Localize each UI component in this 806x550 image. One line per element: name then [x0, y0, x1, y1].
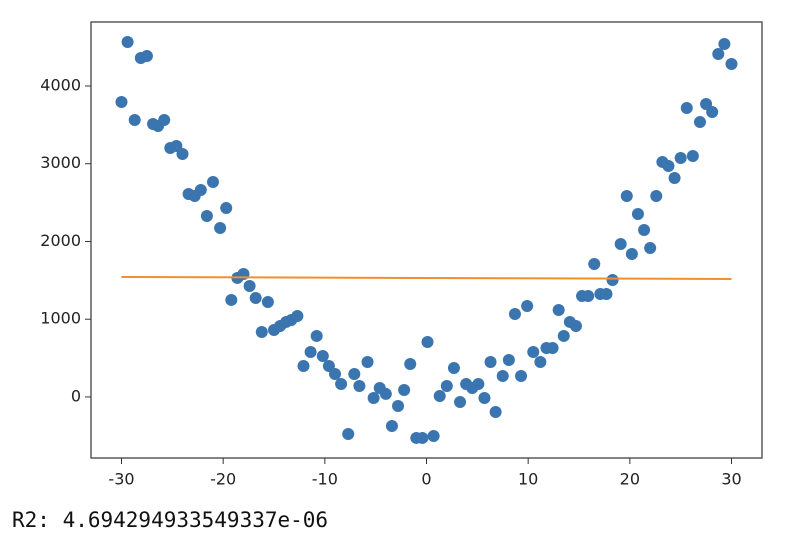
point — [582, 289, 595, 302]
point — [249, 291, 262, 304]
point — [650, 189, 663, 202]
x-tick-label: -30 — [108, 470, 134, 489]
point — [600, 287, 613, 300]
point — [557, 329, 570, 342]
point — [316, 349, 329, 362]
point — [385, 419, 398, 432]
point — [214, 221, 227, 234]
point — [348, 367, 361, 380]
point — [454, 395, 467, 408]
point — [546, 341, 559, 354]
point — [335, 377, 348, 390]
point — [291, 309, 304, 322]
x-tick-label: 20 — [620, 470, 640, 489]
point — [255, 325, 268, 338]
y-tick-label: 1000 — [40, 309, 81, 328]
point — [496, 369, 509, 382]
point — [534, 355, 547, 368]
point — [392, 399, 405, 412]
point — [297, 359, 310, 372]
y-tick-label: 4000 — [40, 75, 81, 94]
point — [718, 38, 731, 51]
x-tick-label: -20 — [210, 470, 236, 489]
point — [379, 387, 392, 400]
point — [502, 353, 515, 366]
point — [712, 47, 725, 60]
point — [521, 300, 534, 313]
point — [552, 303, 565, 316]
point — [680, 101, 693, 114]
point — [115, 96, 128, 109]
point — [200, 209, 213, 222]
point — [569, 319, 582, 332]
point — [121, 35, 134, 48]
x-tick-label: 0 — [421, 470, 431, 489]
point — [644, 242, 657, 255]
y-tick-label: 3000 — [40, 153, 81, 172]
point — [176, 148, 189, 161]
point — [220, 201, 233, 214]
point — [243, 279, 256, 292]
output-text: R2: 4.694294933549337e-06 — [12, 508, 329, 532]
chart: -30 -20 -10 0 10 20 30 0 1000 2000 3000 4000 — [40, 21, 763, 489]
point — [427, 429, 440, 442]
point — [310, 329, 323, 342]
point — [686, 149, 699, 162]
point — [361, 355, 374, 368]
point — [304, 345, 317, 358]
point — [508, 308, 521, 321]
point — [367, 391, 380, 404]
point — [440, 380, 453, 393]
point — [614, 237, 627, 250]
point — [662, 159, 675, 172]
point — [478, 391, 491, 404]
x-tick-label: -10 — [312, 470, 338, 489]
x-tick-label: 10 — [518, 470, 538, 489]
point — [668, 171, 681, 184]
point — [484, 355, 497, 368]
point — [404, 358, 417, 371]
point — [194, 184, 207, 197]
point — [588, 257, 601, 270]
x-tick-label: 30 — [721, 470, 741, 489]
point — [527, 345, 540, 358]
point — [620, 189, 633, 202]
point — [447, 361, 460, 374]
point — [638, 223, 651, 236]
point — [472, 377, 485, 390]
point — [416, 431, 429, 444]
point — [421, 336, 434, 349]
point — [433, 389, 446, 402]
point — [625, 247, 638, 260]
point — [128, 113, 141, 126]
point — [674, 151, 687, 164]
point — [515, 369, 528, 382]
point — [693, 115, 706, 128]
point — [207, 176, 219, 189]
point — [398, 383, 411, 396]
y-tick-label: 0 — [71, 386, 81, 405]
point — [225, 293, 238, 306]
point — [329, 367, 341, 380]
fit-line — [121, 276, 732, 280]
axes-frame — [90, 21, 763, 459]
point — [606, 273, 619, 286]
point — [342, 427, 355, 440]
point — [158, 113, 171, 126]
point — [631, 207, 644, 220]
point — [725, 57, 738, 70]
point — [261, 295, 274, 308]
y-tick-label: 2000 — [40, 231, 81, 250]
point — [353, 380, 366, 393]
point — [489, 405, 502, 418]
point — [140, 49, 153, 62]
point — [706, 105, 719, 118]
